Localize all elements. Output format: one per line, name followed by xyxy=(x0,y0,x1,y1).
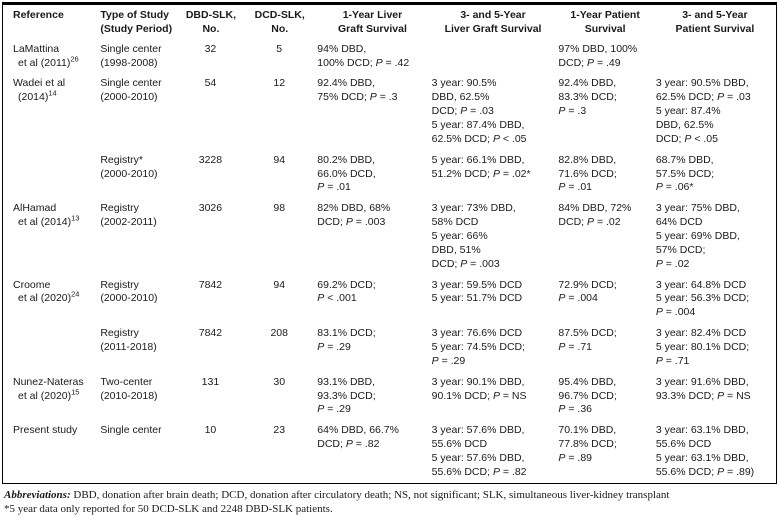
column-header-1yr-liver-graft: 1-Year Liver Graft Survival xyxy=(338,9,407,35)
table-row: Nunez-Nateras et al (2020)15 Two-center (20… xyxy=(3,372,776,421)
dbd-count-cell: 32 xyxy=(204,42,217,55)
patient-1yr-cell: 84% DBD, 72% DCD; P = .02 xyxy=(558,202,632,229)
study-type-cell: Single center (2000-2010) xyxy=(100,77,162,104)
liver-graft-1yr-cell: 83.1% DCD; P = .29 xyxy=(317,327,376,354)
study-type-cell: Registry* (2000-2010) xyxy=(100,153,158,180)
abbreviations-note: Abbreviations: DBD, donation after brain… xyxy=(4,488,775,503)
table-row: Croome et al (2020)24 Registry (2000-2010) 7… xyxy=(3,275,776,324)
patient-3-5yr-cell: 3 year: 90.5% DBD, 62.5% DCD; P = .03 5 ye… xyxy=(655,77,751,145)
column-header-3-5yr-patient: 3- and 5-Year Patient Survival xyxy=(675,9,755,35)
liver-graft-1yr-cell: 69.2% DCD; P < .001 xyxy=(317,278,376,305)
patient-1yr-cell: 82.8% DBD, 71.6% DCD; P = .01 xyxy=(558,153,617,194)
liver-graft-1yr-cell: 93.1% DBD, 93.3% DCD; P = .29 xyxy=(317,375,376,416)
reference-cell: Present study xyxy=(13,424,78,437)
citation-superscript: 24 xyxy=(71,289,80,299)
study-type-cell: Single center xyxy=(100,424,162,437)
column-header-dbd-slk-no: DBD-SLK, No. xyxy=(185,9,236,35)
dbd-count-cell: 3026 xyxy=(198,202,223,215)
dcd-count-cell: 23 xyxy=(273,424,286,437)
liver-graft-1yr-cell: 82% DBD, 68% DCD; P = .003 xyxy=(317,202,391,229)
liver-graft-1yr-cell: 92.4% DBD, 75% DCD; P = .3 xyxy=(317,77,398,104)
asterisk-note: *5 year data only reported for 50 DCD-SL… xyxy=(4,503,333,516)
study-type-cell: Registry (2011-2018) xyxy=(100,327,157,354)
reference-cell: AlHamad et al (2014)13 xyxy=(13,202,80,229)
table-header: Reference Type of Study (Study Period) D… xyxy=(3,5,776,39)
liver-graft-3-5yr-cell xyxy=(430,39,557,74)
dcd-count-cell: 98 xyxy=(273,202,286,215)
patient-3-5yr-cell: 3 year: 75% DBD, 64% DCD 5 year: 69% DBD, 5… xyxy=(655,202,740,270)
patient-1yr-cell: 95.4% DBD, 96.7% DCD; P = .36 xyxy=(558,375,617,416)
citation-superscript: 13 xyxy=(71,213,80,223)
reference-cell: Croome et al (2020)24 xyxy=(13,278,80,305)
column-header-study-type: Type of Study (Study Period) xyxy=(100,9,173,35)
patient-3-5yr-cell xyxy=(654,39,776,74)
liver-graft-3-5yr-cell: 5 year: 66.1% DBD, 51.2% DCD; P = .02* xyxy=(431,153,531,180)
citation-superscript: 26 xyxy=(70,54,79,64)
patient-3-5yr-cell: 3 year: 91.6% DBD, 93.3% DCD; P = NS xyxy=(655,375,751,402)
dbd-count-cell: 131 xyxy=(201,375,220,388)
abbreviations-label: Abbreviations: xyxy=(4,488,71,501)
dbd-count-cell: 54 xyxy=(204,77,217,90)
patient-1yr-cell: 72.9% DCD; P = .004 xyxy=(558,278,617,305)
dcd-count-cell: 12 xyxy=(273,77,286,90)
study-type-cell: Registry (2000-2010) xyxy=(100,278,158,305)
study-type-cell: Registry (2002-2011) xyxy=(100,202,157,229)
table-row: LaMattina et al (2011)26 Single center (199… xyxy=(3,39,776,74)
column-header-1yr-patient: 1-Year Patient Survival xyxy=(570,9,640,35)
study-type-cell: Two-center (2010-2018) xyxy=(100,375,158,402)
reference-cell: Wadei et al (2014)14 xyxy=(13,77,66,104)
patient-1yr-cell: 87.5% DCD; P = .71 xyxy=(558,327,617,354)
table-body: LaMattina et al (2011)26 Single center (199… xyxy=(3,39,776,483)
liver-graft-3-5yr-cell: 3 year: 76.6% DCD 5 year: 74.5% DCD; P = .… xyxy=(431,327,526,367)
liver-graft-3-5yr-cell: 3 year: 90.5% DBD, 62.5% DCD; P = .03 5 yea… xyxy=(431,77,527,145)
dbd-count-cell: 3228 xyxy=(198,153,223,166)
table-row: Wadei et al (2014)14 Single center (2000-20… xyxy=(3,73,776,149)
column-header-3-5yr-liver-graft: 3- and 5-Year Liver Graft Survival xyxy=(444,9,542,35)
patient-3-5yr-cell: 68.7% DBD, 57.5% DCD; P = .06* xyxy=(655,153,715,194)
liver-graft-3-5yr-cell: 3 year: 73% DBD, 58% DCD 5 year: 66% DBD, 5… xyxy=(431,202,516,270)
column-header-dcd-slk-no: DCD-SLK, No. xyxy=(254,9,305,35)
liver-graft-1yr-cell: 80.2% DBD, 66.0% DCD, P = .01 xyxy=(317,153,376,194)
table-footnotes: Abbreviations: DBD, donation after brain… xyxy=(2,484,777,517)
patient-1yr-cell: 70.1% DBD, 77.8% DCD; P = .89 xyxy=(558,424,617,465)
column-header-reference: Reference xyxy=(13,9,64,21)
liver-graft-1yr-cell: 64% DBD, 66.7% DCD; P = .82 xyxy=(317,424,399,451)
dcd-count-cell: 5 xyxy=(276,42,283,55)
dcd-count-cell: 208 xyxy=(270,327,288,340)
reference-cell xyxy=(3,323,90,372)
table-row: Present study Single center 10 23 64% DBD, 6… xyxy=(3,420,776,482)
reference-cell: LaMattina et al (2011)26 xyxy=(13,42,79,69)
study-comparison-table: Reference Type of Study (Study Period) D… xyxy=(3,5,776,483)
liver-graft-3-5yr-cell: 3 year: 90.1% DBD, 90.1% DCD; P = NS xyxy=(431,375,527,402)
patient-3-5yr-cell: 3 year: 64.8% DCD 5 year: 56.3% DCD; P = .… xyxy=(655,278,750,319)
citation-superscript: 14 xyxy=(48,88,57,98)
dbd-count-cell: 7842 xyxy=(198,327,223,340)
table-row: Registry (2011-2018) 7842 208 83.1% DCD; P = … xyxy=(3,323,776,372)
study-comparison-table-frame: Reference Type of Study (Study Period) D… xyxy=(2,2,777,484)
patient-3-5yr-cell: 3 year: 82.4% DCD 5 year: 80.1% DCD; P = .… xyxy=(655,327,750,367)
dbd-count-cell: 7842 xyxy=(198,278,223,291)
patient-3-5yr-cell: 3 year: 63.1% DBD, 55.6% DCD 5 year: 63.1%… xyxy=(655,424,755,478)
table-header-row: Reference Type of Study (Study Period) D… xyxy=(3,5,776,39)
citation-superscript: 15 xyxy=(71,387,80,397)
reference-cell: Nunez-Nateras et al (2020)15 xyxy=(13,375,84,402)
table-row: Registry* (2000-2010) 3228 94 80.2% DBD, 66.0… xyxy=(3,150,776,199)
patient-1yr-cell: 97% DBD, 100% DCD; P = .49 xyxy=(558,42,638,69)
patient-1yr-cell: 92.4% DBD, 83.3% DCD; P = .3 xyxy=(558,77,617,118)
table-row: AlHamad et al (2014)13 Registry (2002-2011)… xyxy=(3,198,776,274)
reference-cell xyxy=(3,150,90,199)
dcd-count-cell: 30 xyxy=(273,375,286,388)
study-type-cell: Single center (1998-2008) xyxy=(100,42,162,69)
dbd-count-cell: 10 xyxy=(204,424,217,437)
dcd-count-cell: 94 xyxy=(273,153,286,166)
liver-graft-3-5yr-cell: 3 year: 57.6% DBD, 55.6% DCD 5 year: 57.6%… xyxy=(431,424,527,478)
liver-graft-3-5yr-cell: 3 year: 59.5% DCD 5 year: 51.7% DCD xyxy=(431,278,523,305)
abbreviations-text: DBD, donation after brain death; DCD, do… xyxy=(70,488,670,501)
dcd-count-cell: 94 xyxy=(273,278,286,291)
liver-graft-1yr-cell: 94% DBD, 100% DCD; P = .42 xyxy=(317,42,410,69)
